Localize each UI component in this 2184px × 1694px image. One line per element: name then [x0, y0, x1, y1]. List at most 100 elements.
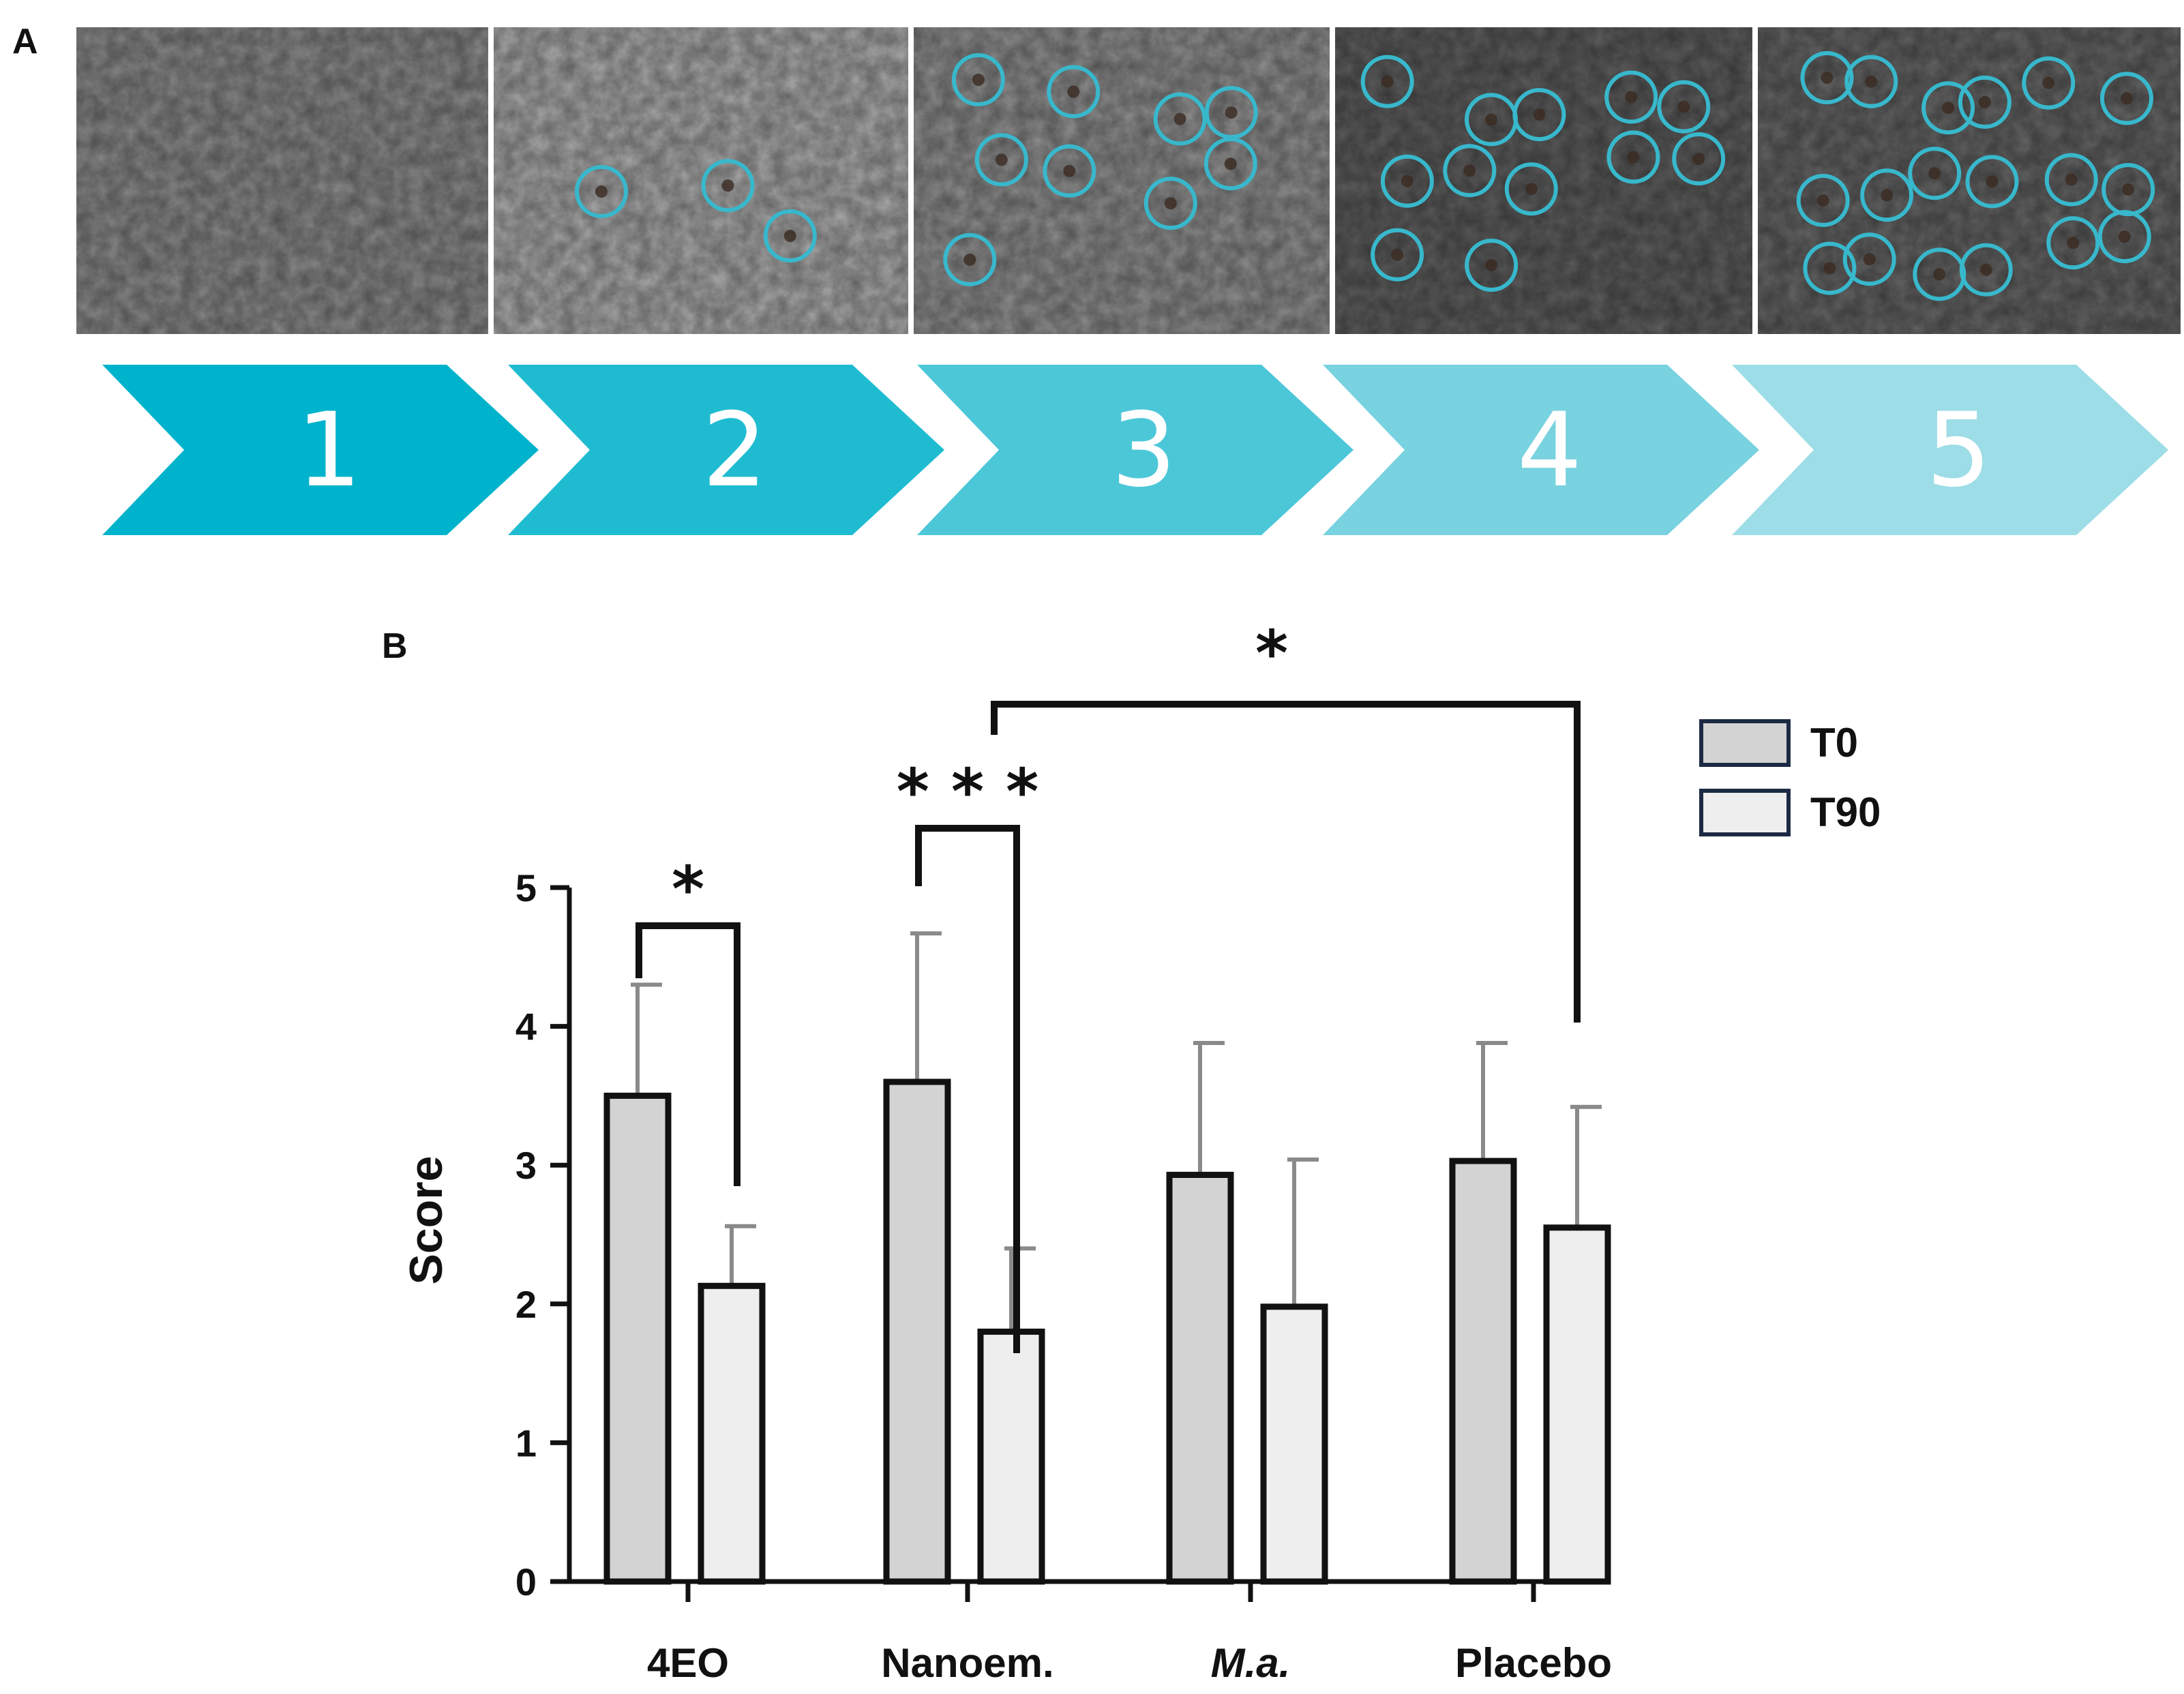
spot-dot [1525, 183, 1538, 196]
legend: T0 T90 [1699, 719, 1881, 836]
category-label-0: 4EO [647, 1640, 729, 1686]
spot-dot [1821, 72, 1834, 84]
significance-bracket-2 [991, 701, 1581, 1023]
spot-dot [1164, 197, 1177, 210]
spot-circle [1465, 239, 1519, 292]
grade-number-2: 2 [702, 391, 767, 510]
spot-circle [1204, 86, 1258, 140]
spot-dot [1391, 248, 1404, 261]
spot-circle [1043, 144, 1096, 198]
microscopy-tile-1 [76, 27, 488, 334]
significance-label-0: * [672, 853, 704, 926]
category-label-3: Placebo [1455, 1640, 1612, 1686]
spot-circle [1672, 132, 1726, 185]
legend-swatch-t0 [1699, 719, 1791, 767]
spot-dot [1401, 175, 1413, 187]
spot-circle [1965, 155, 2019, 209]
legend-swatch-t90 [1699, 789, 1791, 836]
grade-number-3: 3 [1111, 391, 1176, 510]
panel-b: B Score T0 T90 0 1 2 3 4 5 4EO Nanoem. M.a. Place… [382, 617, 1881, 1686]
spot-dot [783, 230, 796, 243]
spot-dot [1463, 164, 1476, 177]
bar-t90-3 [1543, 1224, 1611, 1585]
spot-circle [1606, 130, 1660, 184]
spot-dot [1381, 75, 1394, 88]
bar-t0-3 [1449, 1158, 1517, 1585]
spot-dot [1173, 112, 1186, 125]
spot-dot [1627, 151, 1640, 164]
spot-dot [995, 153, 1008, 166]
spot-circle [1860, 168, 1914, 222]
spot-dot [1063, 164, 1076, 177]
microscopy-tile-2 [494, 27, 908, 334]
bar-t0-1 [883, 1078, 951, 1585]
spot-dot [972, 74, 985, 86]
significance-bracket-0 [635, 922, 741, 1186]
grade-number-4: 4 [1517, 391, 1582, 510]
grade-arrow-3: 3 [917, 365, 1353, 535]
bar-t90-0 [698, 1282, 766, 1585]
y-tick-label: 2 [515, 1283, 537, 1326]
spot-dot [721, 179, 734, 192]
bar-chart: Score T0 T90 0 1 2 3 4 5 4EO Nanoem. M.a. Placebo… [400, 617, 1881, 1686]
spot-circle [1203, 137, 1257, 191]
grade-arrow-5: 5 [1732, 365, 2168, 535]
spot-dot [1225, 106, 1238, 119]
spot-dot [1863, 253, 1876, 266]
spot-circle [1959, 243, 2013, 297]
y-tick-label: 3 [515, 1144, 537, 1187]
spot-dot [1677, 100, 1690, 113]
spot-dot [1625, 91, 1638, 104]
spot-dot [1823, 262, 1836, 275]
spot-dot [1986, 175, 1999, 188]
significance-bracket-1 [915, 825, 1020, 1353]
bar-t90-2 [1260, 1303, 1328, 1585]
spot-circle [1657, 80, 1711, 134]
spot-dot [2067, 237, 2080, 249]
spot-circle [2046, 216, 2100, 270]
spot-circle [1360, 55, 1414, 108]
significance-label-1: * * * [897, 755, 1038, 828]
spot-dot [1485, 113, 1497, 126]
spot-circle [1796, 174, 1850, 227]
spot-circle [1842, 232, 1896, 286]
y-axis-title: Score [400, 1156, 452, 1285]
y-tick-label: 0 [515, 1560, 537, 1603]
spot-dot [1533, 108, 1546, 121]
spot-dot [1933, 268, 1946, 281]
spot-circle [1380, 154, 1434, 208]
grade-number-1: 1 [297, 391, 361, 510]
grade-number-5: 5 [1926, 391, 1991, 510]
grade-arrow-1: 1 [102, 365, 539, 535]
spot-dot [1942, 102, 1955, 115]
microscopy-tile-3 [914, 27, 1330, 334]
spot-circle [1604, 70, 1658, 124]
spot-circle [2097, 210, 2151, 264]
panel-a: A 1 2 3 4 5 [12, 22, 2181, 535]
spot-dot [595, 185, 608, 198]
legend-label-t90: T90 [1810, 789, 1881, 835]
spot-dot [1224, 157, 1237, 170]
spot-circle [1047, 65, 1101, 119]
spot-dot [1692, 153, 1705, 165]
spot-dot [1979, 263, 1992, 276]
grade-scale-arrows: 1 2 3 4 5 [102, 365, 2168, 535]
spot-circle [1504, 162, 1558, 216]
spot-dot [2121, 92, 2133, 105]
y-tick-label: 5 [515, 866, 537, 909]
spot-circle [763, 209, 817, 263]
spot-circle [575, 165, 628, 218]
y-tick-label: 1 [515, 1421, 537, 1464]
spot-dot [2065, 173, 2078, 186]
microscopy-tile-4 [1335, 27, 1752, 334]
spot-circle [2022, 56, 2076, 110]
microscopy-tiles [76, 27, 2181, 334]
spot-circle [1800, 51, 1854, 104]
spot-dot [1865, 75, 1878, 88]
significance-label-2: * [1255, 617, 1288, 690]
spot-dot [1816, 194, 1829, 207]
spot-dot [2122, 183, 2135, 196]
bar-t0-0 [603, 1092, 672, 1585]
spot-circle [943, 232, 997, 286]
